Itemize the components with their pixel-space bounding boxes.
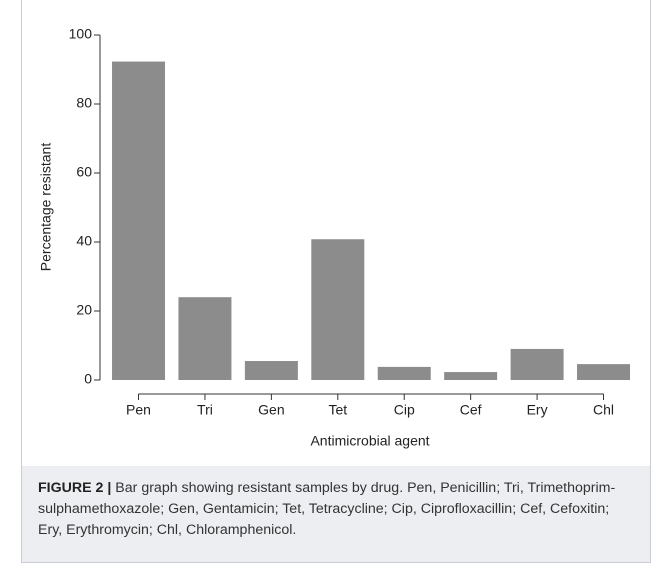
x-tick-label: Pen xyxy=(126,402,151,418)
caption: FIGURE 2 | Bar graph showing resistant s… xyxy=(22,466,650,562)
y-axis-label: Percentage resistant xyxy=(38,143,54,272)
x-tick-label: Tet xyxy=(328,402,347,418)
x-tick-label: Tri xyxy=(197,402,213,418)
bar xyxy=(244,361,298,380)
y-tick-label: 20 xyxy=(76,302,92,318)
caption-text: Bar graph showing resistant samples by d… xyxy=(38,480,616,538)
x-tick-label: Chl xyxy=(593,402,614,418)
bar xyxy=(510,348,564,380)
y-tick-label: 100 xyxy=(69,26,93,42)
bar xyxy=(311,239,365,380)
x-tick-label: Ery xyxy=(527,402,548,418)
bar xyxy=(577,364,631,380)
x-tick-label: Gen xyxy=(258,402,284,418)
caption-label: FIGURE 2 | xyxy=(38,480,112,496)
y-tick-label: 60 xyxy=(76,164,92,180)
bar xyxy=(112,61,166,380)
bar xyxy=(444,372,498,380)
y-tick-label: 40 xyxy=(76,233,92,249)
frame xyxy=(21,0,651,563)
x-axis-label: Antimicrobial agent xyxy=(310,433,429,449)
bar xyxy=(377,366,431,380)
x-tick-label: Cip xyxy=(394,402,415,418)
bar xyxy=(178,297,232,380)
y-tick-label: 0 xyxy=(84,371,92,387)
y-tick-label: 80 xyxy=(76,95,92,111)
x-tick-label: Cef xyxy=(460,402,482,418)
